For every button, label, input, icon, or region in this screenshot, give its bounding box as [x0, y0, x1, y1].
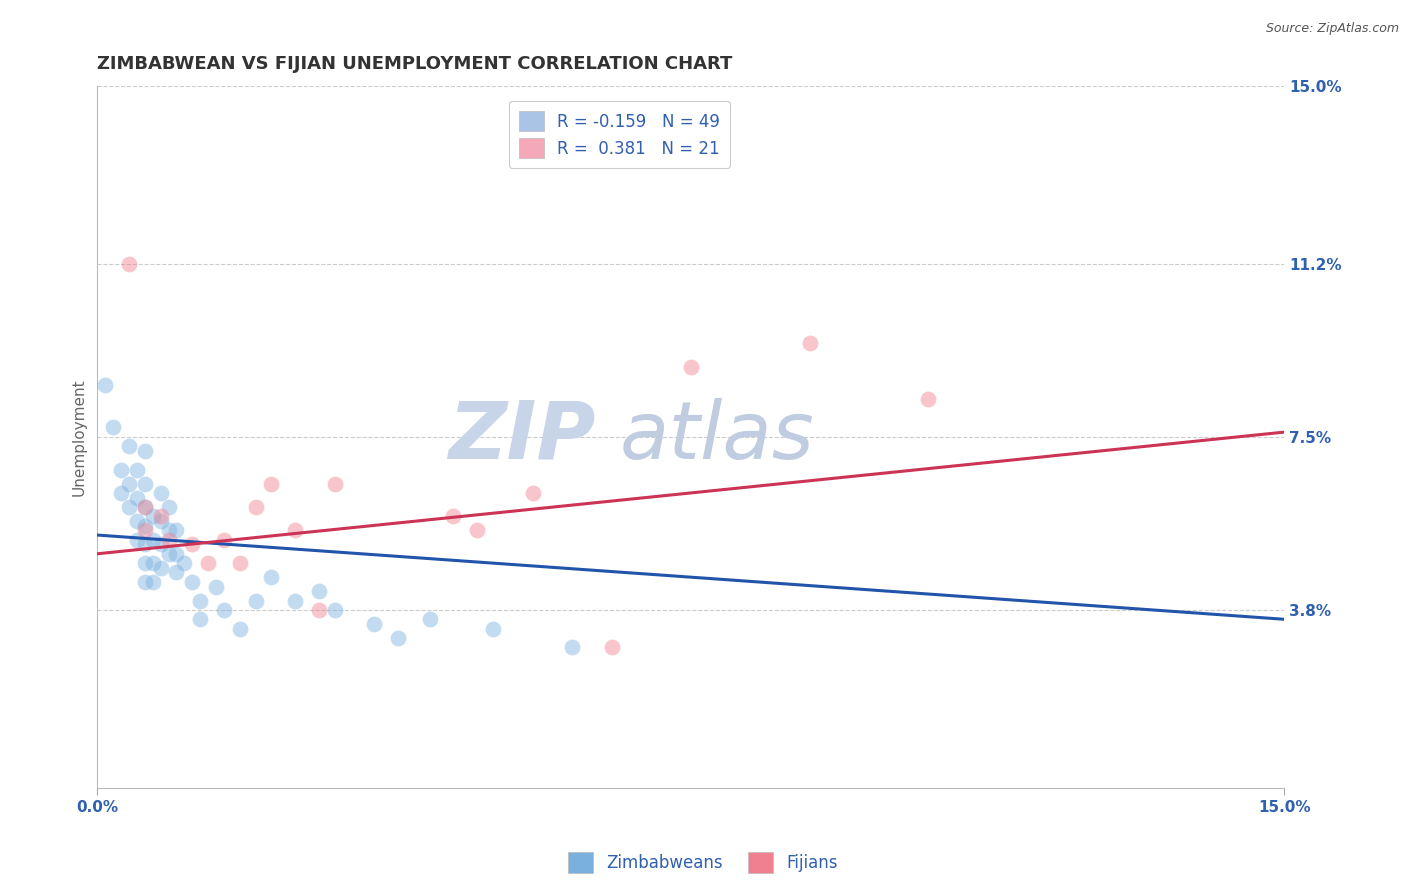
Point: [125, 514, 148, 528]
Point: [799, 336, 821, 351]
Point: [197, 556, 219, 570]
Point: [110, 486, 132, 500]
Point: [166, 524, 188, 538]
Point: [134, 500, 156, 514]
Y-axis label: Unemployment: Unemployment: [72, 378, 86, 496]
Text: ZIMBABWEAN VS FIJIAN UNEMPLOYMENT CORRELATION CHART: ZIMBABWEAN VS FIJIAN UNEMPLOYMENT CORREL…: [97, 55, 733, 73]
Point: [142, 509, 165, 524]
Point: [134, 574, 156, 589]
Point: [181, 574, 204, 589]
Point: [134, 476, 156, 491]
Point: [308, 603, 330, 617]
Point: [125, 533, 148, 547]
Point: [323, 603, 346, 617]
Point: [142, 533, 165, 547]
Point: [212, 603, 235, 617]
Point: [679, 359, 702, 374]
Point: [157, 500, 180, 514]
Point: [284, 524, 307, 538]
Point: [166, 566, 188, 580]
Point: [188, 593, 211, 607]
Point: [134, 556, 156, 570]
Point: [482, 622, 505, 636]
Point: [157, 533, 180, 547]
Point: [118, 500, 141, 514]
Point: [110, 462, 132, 476]
Point: [166, 547, 188, 561]
Text: Source: ZipAtlas.com: Source: ZipAtlas.com: [1265, 22, 1399, 36]
Point: [465, 524, 488, 538]
Point: [118, 476, 141, 491]
Point: [284, 593, 307, 607]
Point: [149, 561, 172, 575]
Point: [149, 537, 172, 551]
Text: atlas: atlas: [620, 398, 814, 475]
Point: [245, 593, 267, 607]
Point: [600, 640, 623, 655]
Legend: R = -0.159   N = 49, R =  0.381   N = 21: R = -0.159 N = 49, R = 0.381 N = 21: [509, 101, 730, 169]
Point: [308, 584, 330, 599]
Point: [134, 443, 156, 458]
Point: [419, 612, 441, 626]
Point: [917, 392, 939, 407]
Point: [118, 257, 141, 271]
Point: [561, 640, 583, 655]
Point: [260, 476, 283, 491]
Point: [157, 547, 180, 561]
Text: ZIP: ZIP: [449, 398, 596, 475]
Point: [149, 514, 172, 528]
Point: [142, 556, 165, 570]
Point: [134, 500, 156, 514]
Point: [101, 420, 124, 434]
Point: [118, 439, 141, 453]
Point: [205, 580, 228, 594]
Legend: Zimbabweans, Fijians: Zimbabweans, Fijians: [561, 846, 845, 880]
Point: [157, 524, 180, 538]
Point: [387, 631, 409, 645]
Point: [443, 509, 465, 524]
Point: [188, 612, 211, 626]
Point: [149, 509, 172, 524]
Point: [522, 486, 544, 500]
Point: [260, 570, 283, 584]
Point: [363, 617, 385, 632]
Point: [245, 500, 267, 514]
Point: [134, 524, 156, 538]
Point: [212, 533, 235, 547]
Point: [125, 491, 148, 505]
Point: [134, 518, 156, 533]
Point: [134, 537, 156, 551]
Point: [142, 574, 165, 589]
Point: [323, 476, 346, 491]
Point: [149, 486, 172, 500]
Point: [181, 537, 204, 551]
Point: [125, 462, 148, 476]
Point: [94, 378, 117, 392]
Point: [229, 622, 252, 636]
Point: [229, 556, 252, 570]
Point: [173, 556, 195, 570]
